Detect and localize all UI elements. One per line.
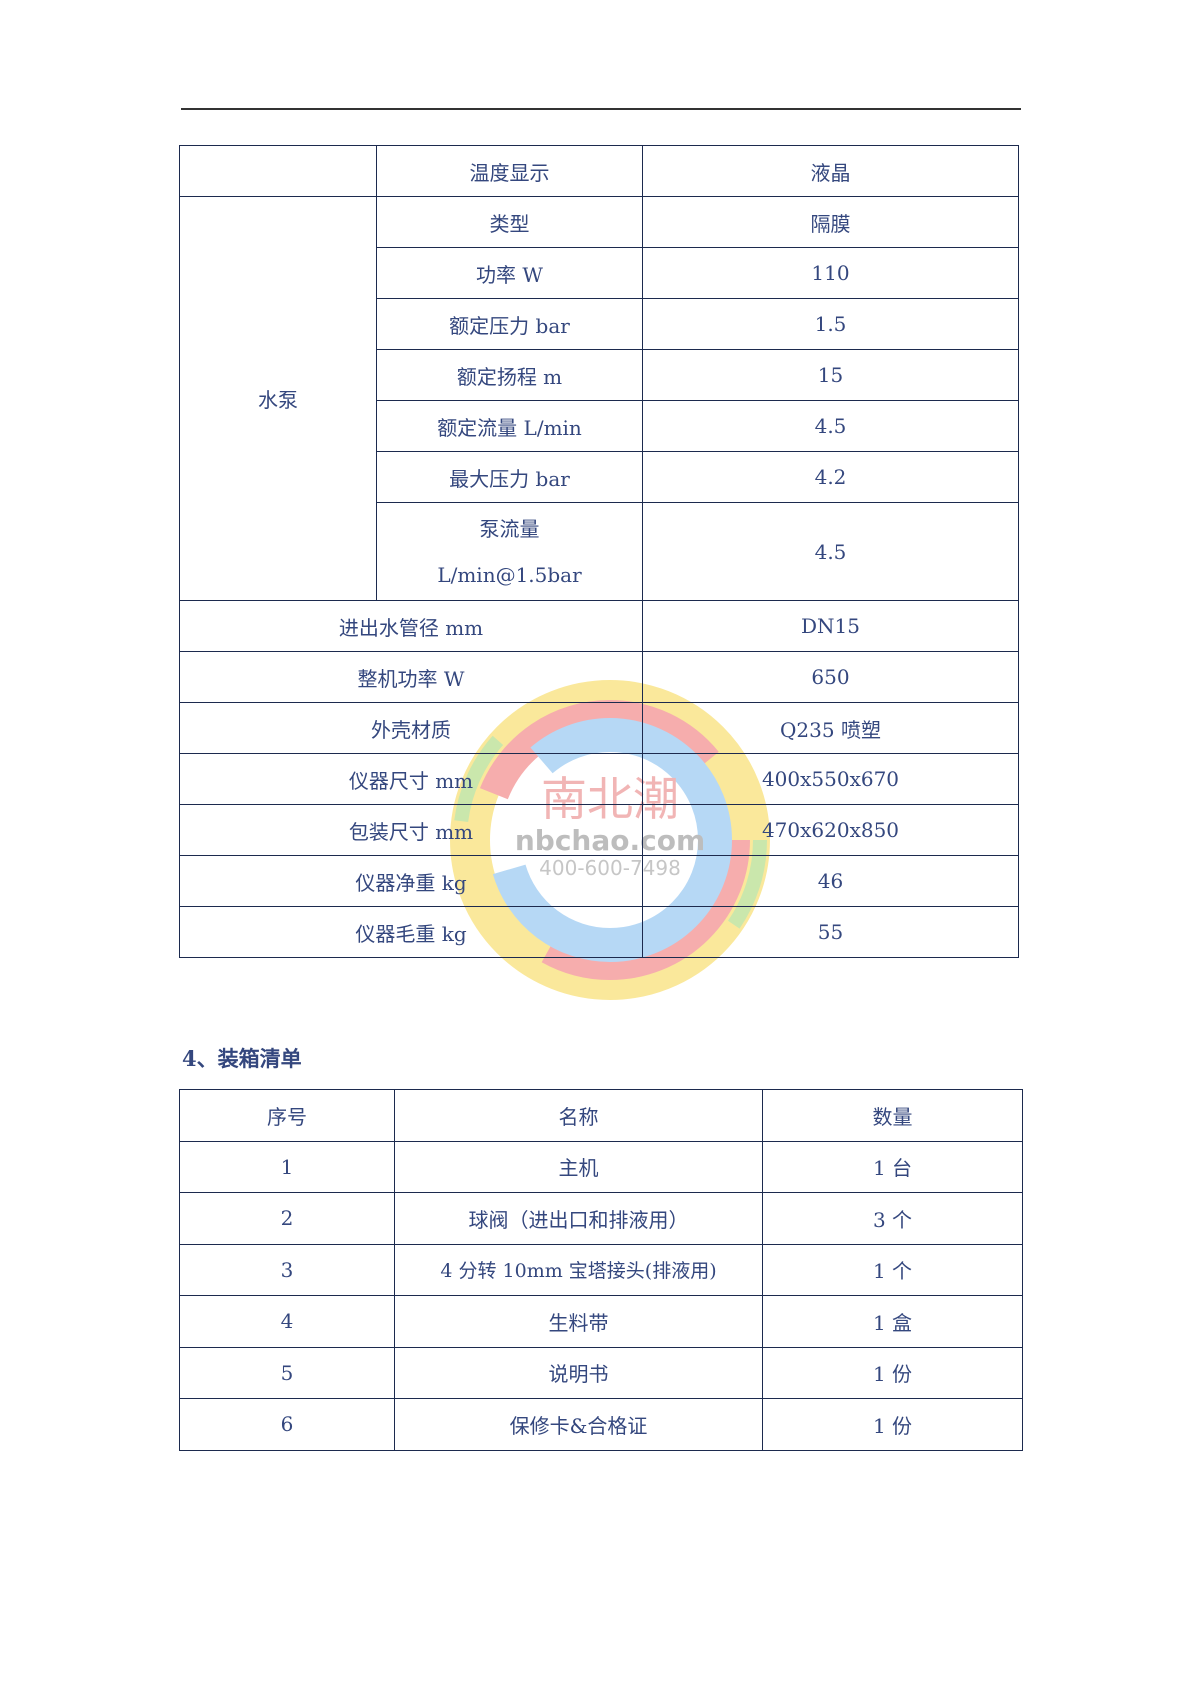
value-cell: 4.5 — [642, 400, 1019, 452]
table-row: 仪器毛重 kg 55 — [179, 906, 1019, 958]
param-cell: 包装尺寸 mm — [179, 804, 643, 856]
param-cell: 额定压力 bar — [376, 298, 643, 350]
table-row: 1 主机 1 台 — [179, 1140, 1023, 1193]
param-line-1: 泵流量 — [479, 516, 540, 541]
value-cell: 15 — [642, 349, 1019, 401]
param-cell: 功率 W — [376, 247, 643, 299]
table-row: 最大压力 bar 4.2 — [180, 451, 1019, 503]
param-line-2: L/min@1.5bar — [437, 562, 582, 587]
table-row: 4 生料带 1 盒 — [179, 1295, 1023, 1348]
group-cell — [179, 145, 377, 197]
quantity-cell: 1 台 — [762, 1140, 1023, 1193]
index-cell: 2 — [179, 1192, 395, 1245]
header-rule — [181, 108, 1021, 110]
table-row: 5 说明书 1 份 — [179, 1346, 1023, 1399]
name-cell: 4 分转 10mm 宝塔接头(排液用) — [394, 1243, 763, 1296]
table-row: 温度显示 液晶 — [179, 145, 1019, 197]
name-cell: 生料带 — [394, 1295, 763, 1348]
value-cell: DN15 — [642, 600, 1019, 652]
value-cell: 55 — [642, 906, 1019, 958]
value-cell: 470x620x850 — [642, 804, 1019, 856]
section-heading: 4、装箱清单 — [182, 1046, 302, 1071]
value-cell: 110 — [642, 247, 1019, 299]
table-row: 2 球阀（进出口和排液用） 3 个 — [179, 1192, 1023, 1245]
index-cell: 4 — [179, 1295, 395, 1348]
header-cell: 序号 — [179, 1089, 395, 1142]
param-cell: 类型 — [376, 196, 643, 248]
index-cell: 1 — [179, 1140, 395, 1193]
table-row: 额定流量 L/min 4.5 — [180, 400, 1019, 452]
table-row: 额定扬程 m 15 — [180, 349, 1019, 401]
table-row: 进出水管径 mm DN15 — [179, 600, 1019, 652]
table-row: 包装尺寸 mm 470x620x850 — [179, 804, 1019, 856]
table-row: 仪器尺寸 mm 400x550x670 — [179, 753, 1019, 805]
value-cell: 1.5 — [642, 298, 1019, 350]
value-cell: 4.2 — [642, 451, 1019, 503]
quantity-cell: 3 个 — [762, 1192, 1023, 1245]
param-cell: 外壳材质 — [179, 702, 643, 754]
value-cell: 4.5 — [642, 502, 1019, 601]
name-cell: 球阀（进出口和排液用） — [394, 1192, 763, 1245]
index-cell: 3 — [179, 1243, 395, 1296]
param-cell: 整机功率 W — [179, 651, 643, 703]
table-row: 整机功率 W 650 — [179, 651, 1019, 703]
table-row: 水泵 类型 隔膜 — [179, 196, 1019, 601]
param-cell: 额定流量 L/min — [376, 400, 643, 452]
param-cell: 泵流量 L/min@1.5bar — [376, 502, 643, 601]
quantity-cell: 1 份 — [762, 1398, 1023, 1451]
table-row: 泵流量 L/min@1.5bar 4.5 — [180, 502, 1019, 601]
table-row: 外壳材质 Q235 喷塑 — [179, 702, 1019, 754]
value-cell: 400x550x670 — [642, 753, 1019, 805]
value-cell: Q235 喷塑 — [642, 702, 1019, 754]
table-row: 6 保修卡&合格证 1 份 — [179, 1398, 1023, 1451]
table-header-row: 序号 名称 数量 — [179, 1089, 1023, 1142]
header-cell: 名称 — [394, 1089, 763, 1142]
param-cell: 最大压力 bar — [376, 451, 643, 503]
value-cell: 46 — [642, 855, 1019, 907]
param-cell: 进出水管径 mm — [179, 600, 643, 652]
table-row: 额定压力 bar 1.5 — [180, 298, 1019, 350]
value-cell: 650 — [642, 651, 1019, 703]
name-cell: 主机 — [394, 1140, 763, 1193]
header-cell: 数量 — [762, 1089, 1023, 1142]
table-row: 仪器净重 kg 46 — [179, 855, 1019, 907]
name-cell: 说明书 — [394, 1346, 763, 1399]
param-cell: 仪器尺寸 mm — [179, 753, 643, 805]
index-cell: 5 — [179, 1346, 395, 1399]
quantity-cell: 1 盒 — [762, 1295, 1023, 1348]
param-cell: 仪器净重 kg — [179, 855, 643, 907]
spec-table: 温度显示 液晶 水泵 类型 隔膜 功率 W 110 额定压力 bar 1.5 额定扬… — [179, 145, 1019, 958]
quantity-cell: 1 个 — [762, 1243, 1023, 1296]
quantity-cell: 1 份 — [762, 1346, 1023, 1399]
param-cell: 额定扬程 m — [376, 349, 643, 401]
param-cell: 温度显示 — [376, 145, 643, 197]
param-cell: 仪器毛重 kg — [179, 906, 643, 958]
name-cell: 保修卡&合格证 — [394, 1398, 763, 1451]
value-cell: 隔膜 — [642, 196, 1019, 248]
index-cell: 6 — [179, 1398, 395, 1451]
group-cell: 水泵 — [179, 196, 377, 601]
value-cell: 液晶 — [642, 145, 1019, 197]
